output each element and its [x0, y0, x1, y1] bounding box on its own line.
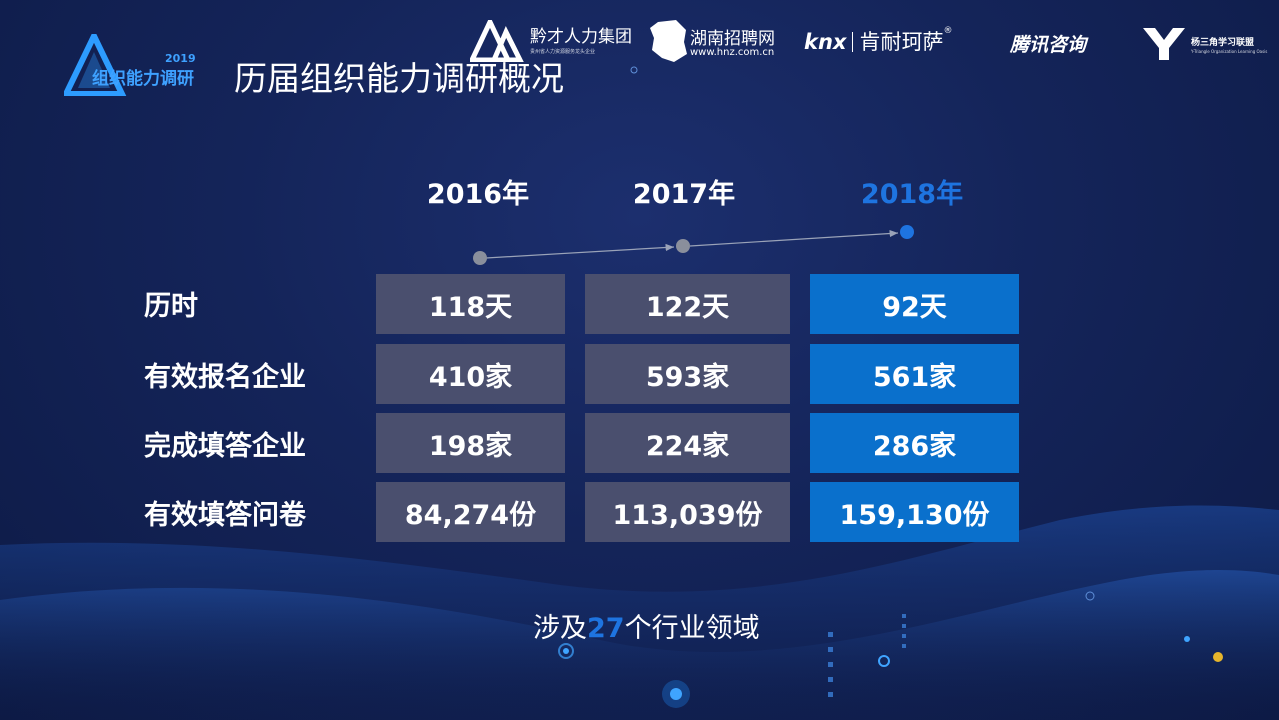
- cell-completed-2016: 198家: [376, 413, 565, 473]
- badge-text: 组织能力调研: [92, 69, 194, 89]
- cell-completed-2018: 286家: [810, 413, 1019, 473]
- cell-completed-2017: 224家: [585, 413, 790, 473]
- hunan-map-icon: [650, 20, 687, 62]
- year-2018: 2018年: [860, 179, 964, 210]
- cell-duration-2018: 92天: [810, 274, 1019, 334]
- y-triangle-icon: [1143, 28, 1185, 60]
- year-2016: 2016年: [426, 179, 530, 210]
- industry-coverage-note: 涉及27个行业领域: [533, 613, 760, 644]
- row-label-questionnaires: 有效填答问卷: [144, 500, 306, 531]
- row-label-completed: 完成填答企业: [144, 431, 306, 462]
- page-title: 历届组织能力调研概况: [234, 59, 564, 98]
- cell-questionnaires-2017: 113,039份: [585, 482, 790, 542]
- partner-logo-knx: knx 肯耐珂萨®: [804, 26, 953, 54]
- cell-questionnaires-2018: 159,130份: [810, 482, 1019, 542]
- partner-logo-yangsanjiao: 杨三角学习联盟 Y-Triangle Organization Learning…: [1141, 20, 1271, 64]
- cell-duration-2016: 118天: [376, 274, 565, 334]
- row-label-duration: 历时: [144, 291, 198, 322]
- timeline-dot-2016: [473, 251, 487, 265]
- partner-logo-hnz: 湖南招聘网 www.hnz.com.cn: [650, 20, 790, 64]
- partner-logo-tencent: 腾讯咨询: [1010, 34, 1087, 56]
- cell-registered-2018: 561家: [810, 344, 1019, 404]
- row-label-registered: 有效报名企业: [144, 362, 306, 393]
- cell-registered-2017: 593家: [585, 344, 790, 404]
- cell-questionnaires-2016: 84,274份: [376, 482, 565, 542]
- cell-duration-2017: 122天: [585, 274, 790, 334]
- timeline-dot-2017: [676, 239, 690, 253]
- qiancai-mountain-icon: [470, 20, 524, 62]
- survey-logo-icon: [64, 34, 127, 96]
- industry-count: 27: [587, 613, 625, 644]
- cell-registered-2016: 410家: [376, 344, 565, 404]
- badge-year: 2019: [165, 52, 196, 65]
- timeline-dot-2018: [900, 225, 914, 239]
- year-2017: 2017年: [632, 179, 736, 210]
- partner-logo-qiancai: 黔才人力集团 贵州省人力资源服务龙头企业: [470, 20, 646, 64]
